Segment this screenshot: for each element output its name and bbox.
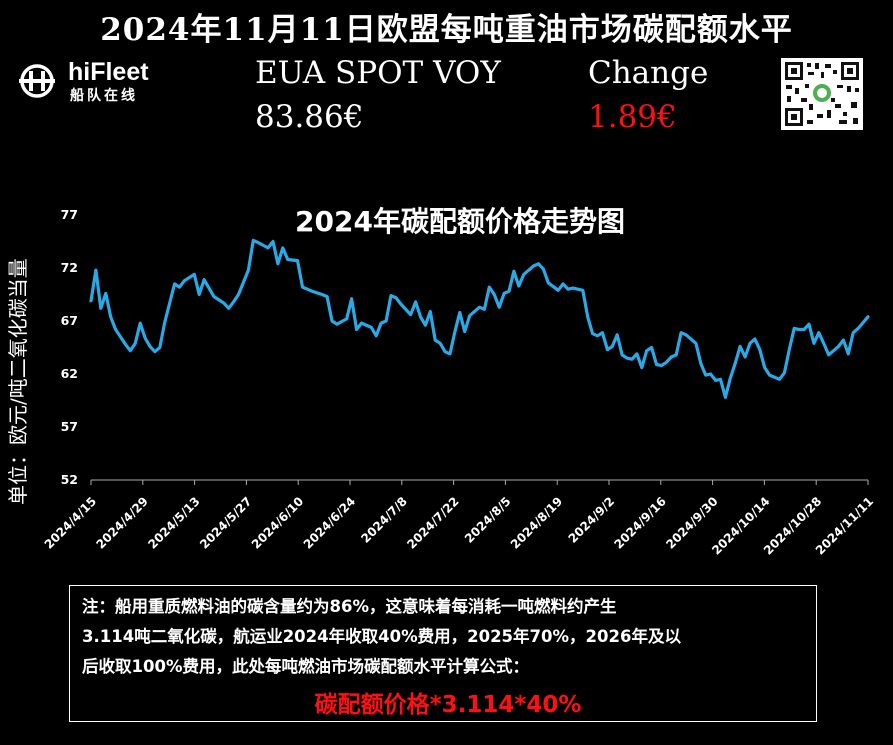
chart-axes: [90, 479, 869, 485]
qr-code-icon: [781, 58, 863, 130]
y-tick-label: 67: [61, 313, 78, 328]
note-line: 注：船用重质燃料油的碳含量约为86%，这意味着每消耗一吨燃料约产生: [82, 597, 617, 616]
y-tick-label: 72: [61, 260, 78, 275]
y-tick-label: 77: [61, 207, 78, 222]
price-series: [89, 238, 870, 399]
x-tick-label: 2024/5/27: [197, 494, 254, 551]
hifleet-logo: hiFleet 船队在线: [18, 58, 168, 104]
y-tick-label: 52: [61, 472, 78, 487]
x-tick-label: 2024/8/5: [462, 494, 514, 546]
x-tick-label: 2024/6/24: [301, 494, 358, 551]
x-tick-label: 2024/8/19: [508, 494, 565, 551]
x-tick-labels: 2024/4/152024/4/292024/5/132024/5/272024…: [42, 494, 876, 557]
spot-label: EUA SPOT VOY: [255, 55, 501, 91]
chart-title: 2024年碳配额价格走势图: [295, 205, 625, 238]
y-tick-label: 57: [61, 419, 78, 434]
logo-subtitle: 船队在线: [70, 88, 138, 104]
x-tick-label: 2024/7/8: [358, 494, 410, 546]
qr-code-graphic: [781, 58, 863, 130]
spot-value: 83.86€: [255, 99, 364, 135]
hifleet-logo-icon: [19, 64, 55, 98]
change-value: 1.89€: [588, 99, 677, 135]
change-label: Change: [588, 55, 709, 91]
x-tick-label: 2024/9/16: [611, 494, 668, 551]
x-tick-label: 2024/9/2: [566, 494, 618, 546]
note-line: 后收取100%费用，此处每吨燃油市场碳配额水平计算公式：: [82, 657, 529, 676]
logo-name: hiFleet: [68, 58, 149, 86]
x-tick-label: 2024/9/30: [663, 494, 720, 551]
x-tick-label: 2024/4/15: [42, 494, 99, 551]
page-title: 2024年11月11日欧盟每吨重油市场碳配额水平: [100, 12, 793, 48]
x-tick-label: 2024/5/13: [145, 494, 202, 551]
x-tick-label: 2024/6/10: [249, 494, 306, 551]
x-tick-label: 2024/7/22: [404, 494, 461, 551]
price-line-chart: 52 57 62 67 72 77 2024/4/152024/4/292024/5/13…: [42, 207, 876, 558]
y-tick-labels: 52 57 62 67 72 77: [61, 207, 78, 487]
formula: 碳配额价格*3.114*40%: [314, 692, 582, 718]
note-box: 注：船用重质燃料油的碳含量约为86%，这意味着每消耗一吨燃料约产生 3.114吨…: [69, 585, 817, 722]
y-tick-label: 62: [61, 366, 78, 381]
note-line: 3.114吨二氧化碳，航运业2024年收取40%费用，2025年70%，2026…: [82, 627, 681, 646]
price-line: [89, 238, 870, 399]
x-tick-label: 2024/4/29: [93, 494, 150, 551]
